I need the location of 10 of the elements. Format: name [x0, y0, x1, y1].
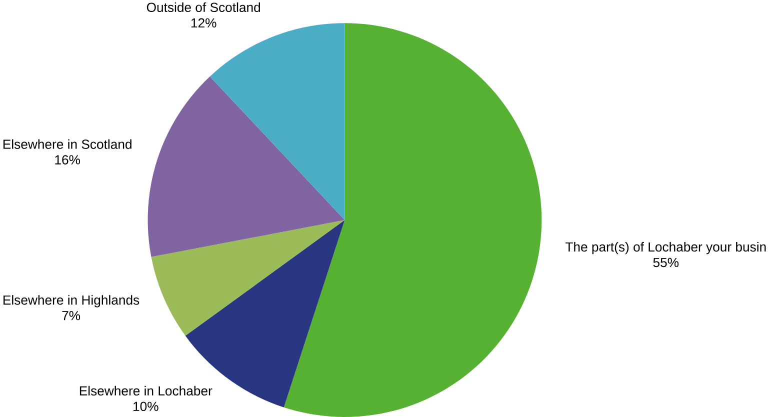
- slice-label: Outside of Scotland: [146, 2, 260, 12]
- data-label: 10%: [134, 402, 158, 412]
- slice-label: Elsewhere in Highlands: [4, 295, 140, 308]
- slice-label: Elsewhere in Scotland: [3, 139, 132, 149]
- slice-label: Elsewhere in Lochaber: [80, 386, 212, 396]
- data-label: 16%: [55, 155, 80, 164]
- slice-label: The part(s) of Lochaber your busin: [565, 242, 766, 254]
- data-label: 12%: [191, 18, 216, 28]
- data-label: 55%: [653, 258, 679, 268]
- data-label: 7%: [62, 311, 80, 320]
